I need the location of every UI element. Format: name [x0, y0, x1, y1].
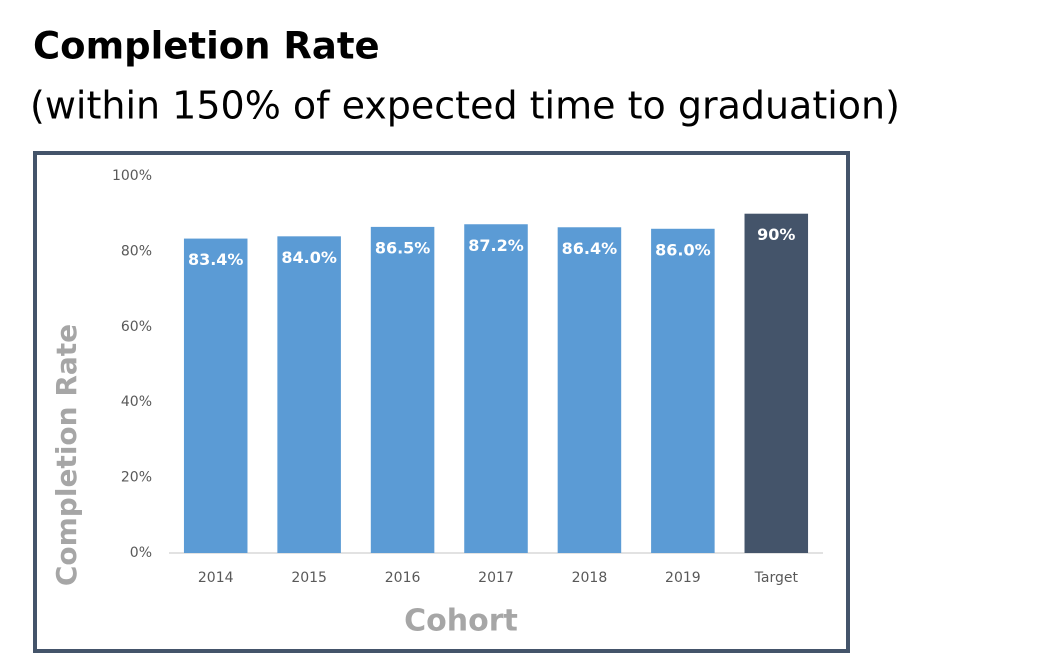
x-axis-title: Cohort: [404, 604, 518, 639]
bar: [744, 213, 809, 553]
data-label: 84.0%: [281, 248, 337, 267]
data-label: 86.4%: [562, 239, 618, 258]
data-label: 86.5%: [375, 238, 431, 257]
chart-subtitle: (within 150% of expected time to graduat…: [30, 84, 900, 128]
bar: [464, 224, 528, 554]
data-label: 86.0%: [655, 240, 711, 259]
data-label: 83.4%: [188, 250, 244, 269]
x-tick-label: 2019: [665, 570, 701, 586]
y-tick-label: 80%: [121, 243, 152, 259]
bar: [277, 236, 341, 553]
y-tick-label: 100%: [112, 168, 152, 184]
y-tick-label: 0%: [130, 545, 152, 561]
y-tick-label: 20%: [121, 470, 152, 486]
chart-frame: [33, 151, 850, 653]
bar: [183, 238, 248, 553]
data-label: 87.2%: [468, 236, 524, 255]
y-axis-title: Completion Rate: [50, 324, 83, 586]
chart-title: Completion Rate: [33, 25, 380, 68]
bar: [370, 226, 435, 553]
x-tick-label: 2018: [572, 570, 608, 586]
bar: [557, 227, 622, 553]
x-tick-label: 2016: [385, 570, 421, 586]
x-tick-label: 2015: [291, 570, 327, 586]
x-tick-label: 2017: [478, 570, 514, 586]
x-tick-label: 2014: [198, 570, 234, 586]
x-tick-label: Target: [754, 570, 799, 586]
y-tick-label: 40%: [121, 394, 152, 410]
data-label: 90%: [757, 225, 795, 244]
bar: [651, 228, 715, 553]
y-tick-label: 60%: [121, 319, 152, 335]
